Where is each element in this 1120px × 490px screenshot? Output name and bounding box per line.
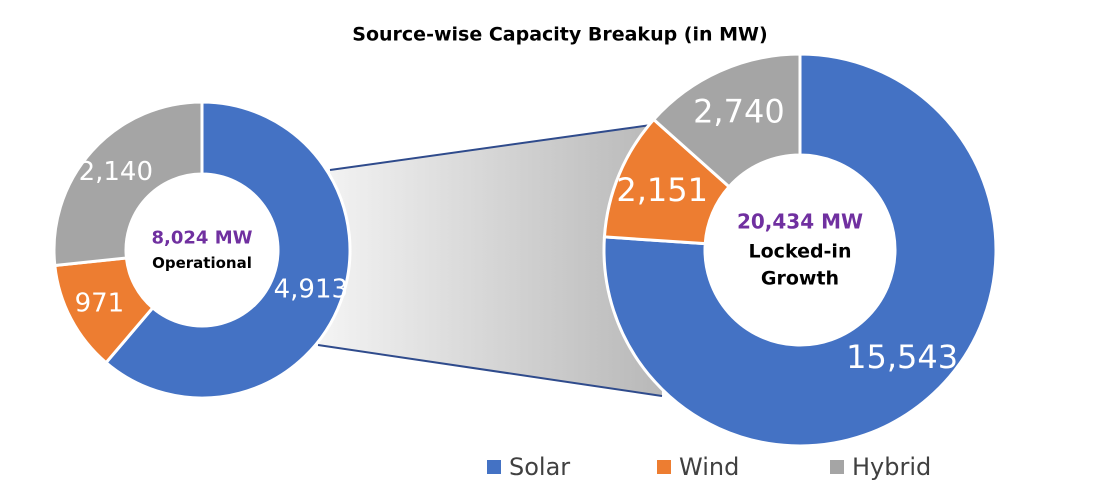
value-label: 971	[75, 289, 125, 319]
value-label: 2,140	[79, 157, 153, 187]
donut-slice	[52, 100, 204, 268]
value-label: 15,543	[846, 338, 958, 376]
center-total: 20,434 MW	[737, 210, 863, 234]
legend-swatch	[830, 460, 844, 474]
legend-label: Wind	[679, 453, 739, 481]
chart-title: Source-wise Capacity Breakup (in MW)	[352, 24, 767, 46]
legend-label: Solar	[509, 453, 570, 481]
connector-line	[329, 123, 659, 171]
donut-hole	[127, 175, 277, 325]
value-label: 4,913	[274, 275, 348, 305]
center-text: Locked-in	[749, 241, 852, 263]
donut-slice	[602, 52, 998, 448]
center-text: Operational	[152, 254, 252, 272]
connector-line	[317, 344, 663, 397]
donut-slice	[103, 100, 352, 400]
center-total: 8,024 MW	[152, 228, 253, 249]
donut-slice	[651, 52, 802, 189]
value-label: 2,740	[693, 93, 785, 131]
legend-swatch	[487, 460, 501, 474]
value-label: 2,151	[616, 171, 708, 209]
center-text: Growth	[761, 268, 839, 290]
legend-label: Hybrid	[852, 453, 931, 481]
donut-hole	[706, 156, 894, 344]
legend-swatch	[657, 460, 671, 474]
connector	[318, 124, 662, 396]
